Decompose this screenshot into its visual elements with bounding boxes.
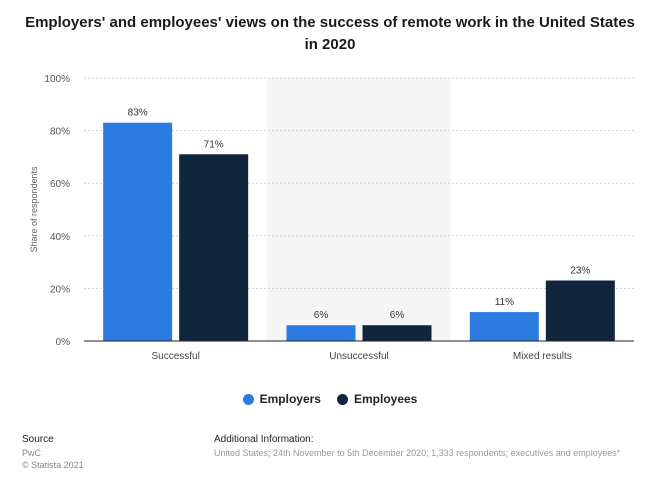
- bar-chart: 0% 20% 40% 60% 80% 100% Share of respondents 83…: [29, 74, 634, 362]
- bar-employees: [179, 154, 249, 341]
- chart-title: Employers' and employees' views on the s…: [25, 14, 635, 53]
- bar-employees: [362, 325, 432, 341]
- source-block: Source PwC © Statista 2021: [22, 434, 84, 471]
- data-label: 23%: [570, 266, 590, 277]
- data-label: 11%: [495, 297, 514, 308]
- legend-label-employees: Employees: [353, 392, 418, 406]
- legend-swatch-employers: [242, 393, 254, 405]
- legend-item-employees[interactable]: Employees: [336, 392, 418, 406]
- x-tick-label: Successful: [151, 351, 199, 362]
- additional-info-text: United States; 24th November to 5th Dece…: [214, 448, 621, 458]
- source-name: PwC: [22, 448, 42, 458]
- y-tick-label: 60%: [50, 179, 70, 190]
- x-tick-label: Mixed results: [513, 351, 572, 362]
- data-label: 71%: [204, 139, 224, 150]
- y-tick-label: 100%: [44, 74, 70, 85]
- highlight-band: [267, 78, 451, 341]
- legend-swatch-employees: [336, 393, 348, 405]
- bar-employers: [469, 312, 539, 341]
- data-label: 6%: [390, 310, 405, 321]
- legend-label-employers: Employers: [259, 392, 321, 406]
- legend: Employers Employees: [0, 392, 660, 406]
- y-axis-label: Share of respondents: [29, 166, 39, 253]
- y-tick-label: 20%: [50, 284, 70, 295]
- bar-employees: [545, 280, 615, 341]
- additional-info-heading: Additional Information:: [214, 434, 314, 445]
- bar-employers: [103, 122, 173, 342]
- data-label: 6%: [314, 310, 329, 321]
- source-heading: Source: [22, 434, 54, 445]
- x-tick-label: Unsuccessful: [329, 351, 388, 362]
- y-tick-label: 40%: [50, 232, 70, 243]
- bar-employers: [286, 325, 356, 341]
- y-tick-label: 0%: [56, 337, 71, 348]
- data-label: 83%: [128, 108, 148, 119]
- legend-item-employers[interactable]: Employers: [242, 392, 321, 406]
- copyright: © Statista 2021: [22, 460, 84, 470]
- additional-info-block: Additional Information: United States; 2…: [214, 434, 634, 459]
- y-tick-label: 80%: [50, 127, 70, 138]
